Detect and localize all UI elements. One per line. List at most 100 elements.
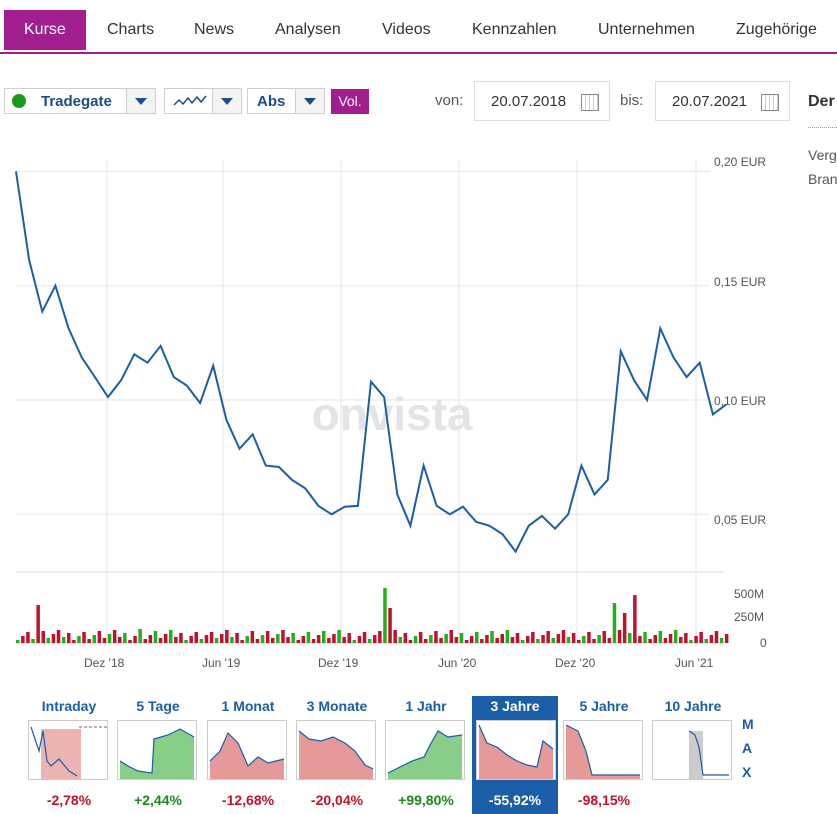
volume-bar (714, 631, 719, 643)
volume-bar (561, 630, 566, 643)
period-1-jahr[interactable]: 1 Jahr (385, 696, 467, 780)
volume-bar (393, 630, 397, 643)
volume-bar (495, 638, 499, 643)
volume-bar (658, 631, 663, 643)
volume-bar (388, 608, 392, 643)
period-change: -12,68% (221, 792, 275, 808)
period-change: -98,15% (577, 792, 631, 808)
tab-charts[interactable]: Charts (107, 21, 155, 38)
tab-videos[interactable]: Videos (382, 21, 431, 38)
volume-bar (148, 635, 153, 643)
exchange-select[interactable]: Tradegate (4, 88, 156, 114)
y-tick-label: 0,15 EUR (714, 275, 767, 289)
x-tick-label: Jun '20 (438, 656, 477, 670)
period-5-tage[interactable]: 5 Tage (117, 696, 199, 780)
tab-news[interactable]: News (194, 21, 235, 38)
volume-bar (622, 613, 627, 643)
tab-kennzahlen[interactable]: Kennzahlen (472, 21, 557, 38)
volume-bar (72, 640, 76, 643)
tab-unternehmen[interactable]: Unternehmen (598, 21, 695, 38)
volume-bar (628, 633, 632, 643)
volume-bar (250, 631, 255, 643)
volume-bar (169, 630, 173, 643)
to-label: bis: (620, 92, 644, 109)
max-button[interactable]: M (742, 716, 754, 732)
volume-bar (260, 635, 265, 643)
period-10-jahre[interactable]: 10 Jahre (652, 696, 734, 780)
to-date-input[interactable]: 20.07.2021 (655, 81, 790, 121)
volume-bar (424, 639, 428, 643)
volume-bar (174, 637, 178, 643)
volume-bar (158, 638, 163, 643)
volume-bar (520, 640, 525, 643)
scale-label: Abs (257, 93, 286, 110)
volume-bar (689, 640, 693, 643)
volume-bar (526, 636, 530, 643)
volume-bar (153, 631, 158, 643)
max-button[interactable]: A (742, 740, 753, 756)
volume-bar (383, 588, 387, 643)
period-thumbnail (652, 720, 732, 780)
x-tick-label: Dez '19 (318, 656, 359, 670)
clock-icon (12, 94, 26, 108)
volume-bar (439, 638, 443, 643)
period-change: -2,78% (46, 792, 92, 808)
volume-bar (46, 638, 51, 643)
period-thumbnail (385, 720, 465, 780)
volume-bar (602, 631, 606, 643)
from-date-input[interactable]: 20.07.2018 (474, 81, 610, 121)
volume-bar (271, 638, 275, 643)
volume-bar (571, 633, 576, 643)
volume-button[interactable]: Vol. (331, 89, 369, 114)
period-change: -55,92% (488, 792, 542, 808)
volume-bar (306, 632, 311, 643)
volume-bar (21, 636, 25, 643)
chevron-down-icon[interactable] (295, 89, 324, 113)
period-label: 3 Monate (306, 698, 368, 714)
tab-zugehoerige[interactable]: Zugehörige (736, 21, 817, 38)
chevron-down-icon[interactable] (126, 89, 155, 113)
volume-bar (577, 640, 581, 643)
chart-type-select[interactable] (164, 88, 242, 114)
volume-bar (352, 640, 357, 643)
tab-kurse[interactable]: Kurse (4, 10, 86, 50)
grid (16, 160, 724, 644)
volume-bar (633, 595, 637, 643)
volume-bar (566, 637, 571, 643)
sidebar-text: Verg (808, 147, 837, 163)
period-1-monat[interactable]: 1 Monat (207, 696, 289, 780)
volume-bar (403, 633, 408, 643)
period-intraday[interactable]: Intraday (28, 696, 110, 780)
volume-bar (36, 605, 40, 643)
volume-bar (31, 639, 35, 643)
period-3-monate[interactable]: 3 Monate (296, 696, 378, 780)
period-3-jahre[interactable]: 3 Jahre (472, 696, 558, 814)
volume-bar (485, 635, 489, 643)
volume-tick-label: 0 (760, 636, 767, 650)
volume-bar (398, 637, 402, 643)
volume-bar (265, 631, 270, 643)
volume-bar (505, 630, 510, 643)
period-thumbnail (563, 720, 643, 780)
volume-bar (449, 630, 453, 643)
volume-bar (367, 639, 372, 643)
calendar-icon[interactable] (761, 94, 779, 111)
max-button[interactable]: X (742, 764, 752, 780)
calendar-icon[interactable] (581, 94, 599, 111)
chevron-down-icon[interactable] (212, 89, 241, 113)
volume-bar (699, 632, 703, 643)
volume-bar (582, 636, 586, 643)
volume-bar (464, 640, 469, 643)
volume-bar (112, 630, 117, 643)
period-thumbnail (207, 720, 287, 780)
volume-bar (684, 633, 688, 643)
volume-bar (607, 638, 612, 643)
volume-bar (546, 631, 550, 643)
sidebar-title: Der (808, 93, 835, 110)
period-5-jahre[interactable]: 5 Jahre (563, 696, 645, 780)
scale-select[interactable]: Abs (247, 88, 325, 114)
tab-analysen[interactable]: Analysen (275, 21, 341, 38)
y-tick-label: 0,05 EUR (714, 513, 767, 527)
volume-bar (179, 633, 183, 643)
volume-bar (724, 634, 729, 643)
